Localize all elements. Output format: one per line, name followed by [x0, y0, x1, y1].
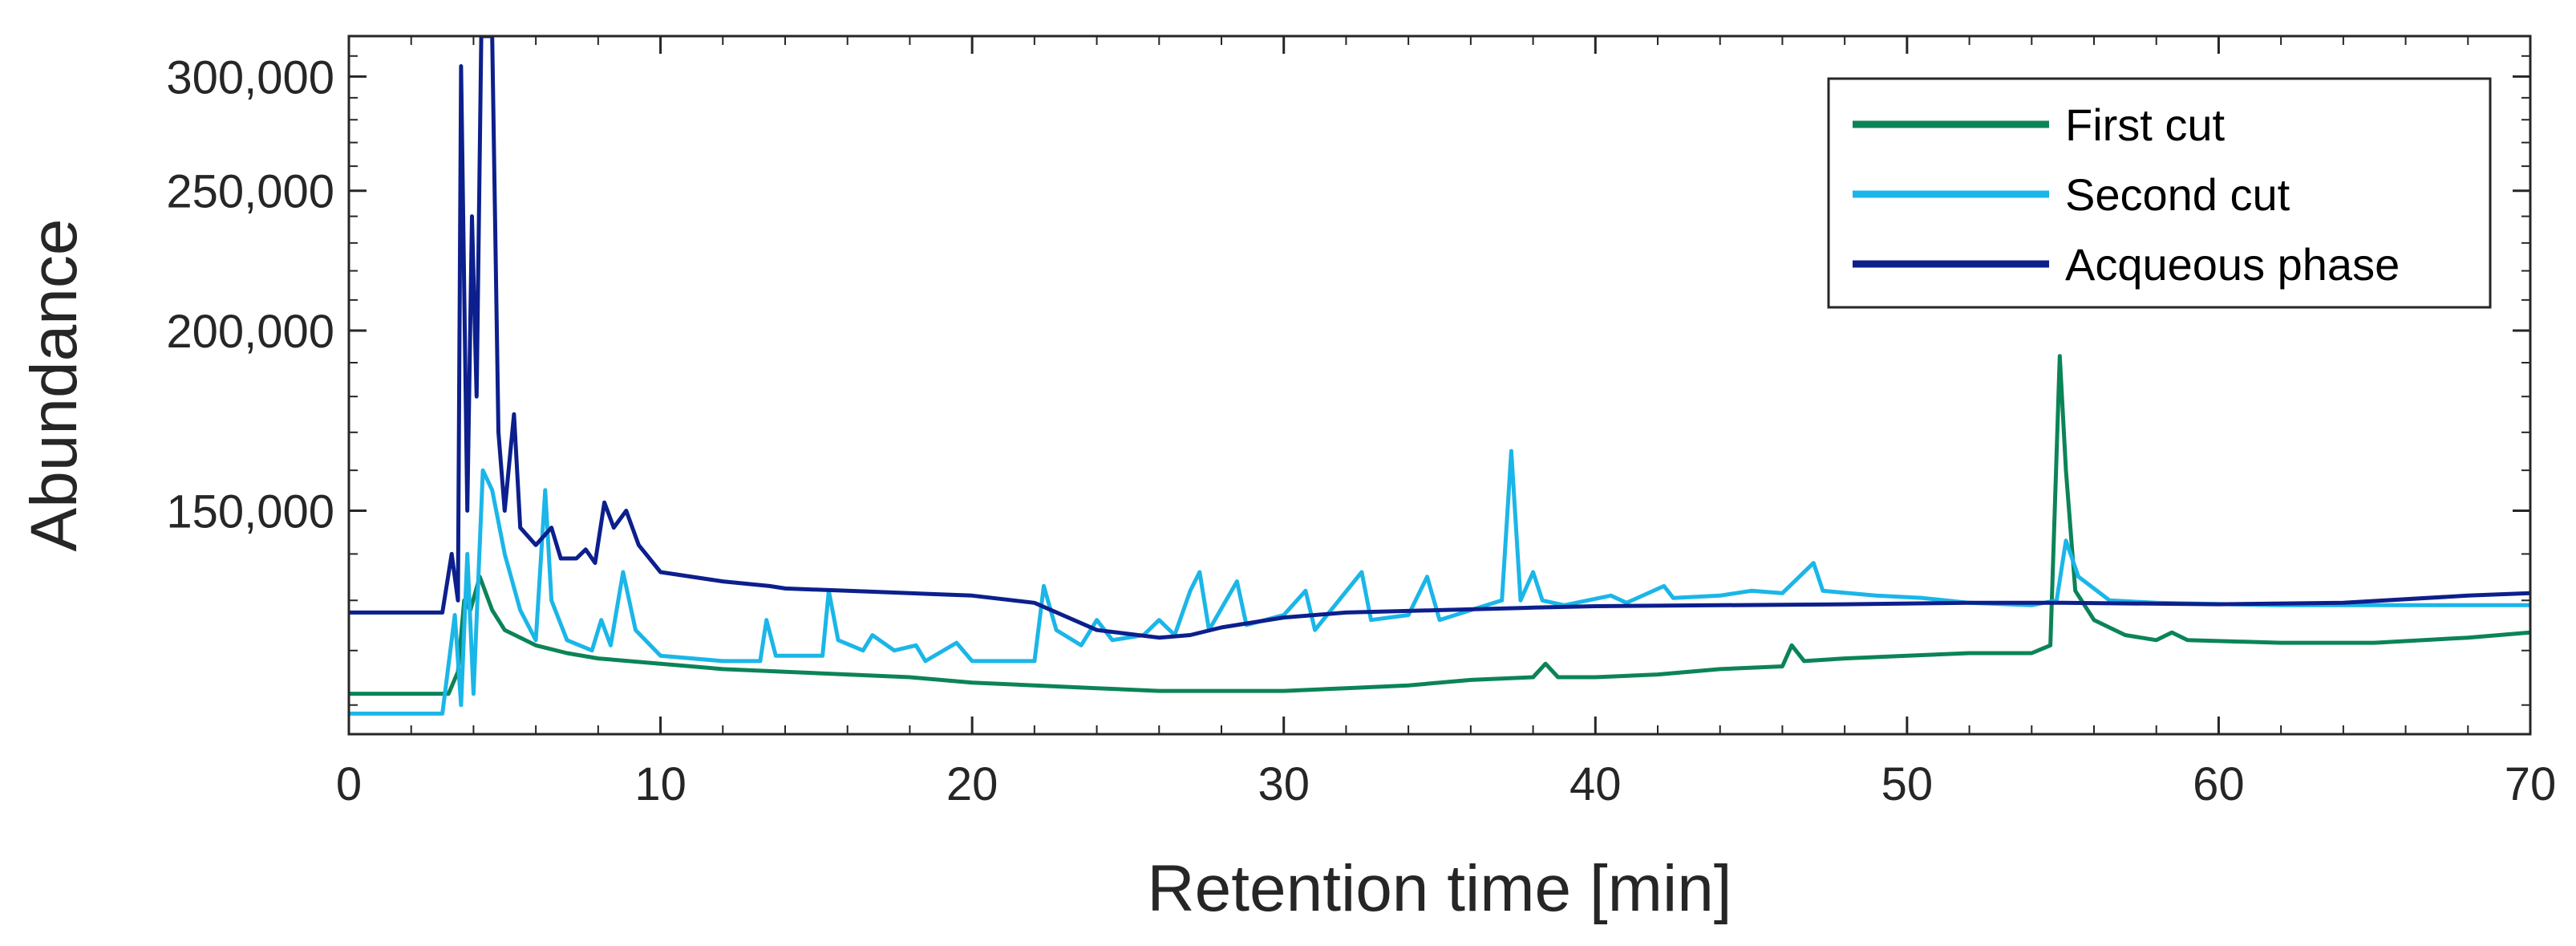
series-line-1 [349, 354, 2530, 696]
x-tick-label: 40 [1569, 758, 1622, 810]
series-line-3 [349, 36, 2530, 640]
axis-ticks [347, 35, 2532, 734]
plot-frame [347, 35, 2532, 736]
plot-series-group [349, 36, 2530, 716]
x-tick-label: 70 [2505, 758, 2557, 810]
legend-label: Acqueous phase [2065, 239, 2400, 290]
x-tick-label: 60 [2193, 758, 2245, 810]
tick-labels: 0 10 20 30 40 50 60 70 150,000 200,000 250,000 300,… [166, 51, 2556, 810]
y-tick-label: 250,000 [166, 166, 334, 218]
x-tick-label: 20 [946, 758, 998, 810]
legend-label: First cut [2065, 99, 2226, 150]
y-tick-label: 200,000 [166, 306, 334, 358]
legend-label: Second cut [2065, 169, 2290, 220]
x-tick-label: 50 [1881, 758, 1934, 810]
x-axis-title: Retention time [min] [1147, 852, 1732, 925]
x-tick-label: 0 [336, 758, 362, 810]
x-tick-label: 30 [1258, 758, 1310, 810]
y-tick-label: 300,000 [166, 51, 334, 104]
x-tick-label: 10 [634, 758, 687, 810]
series-line-2 [349, 449, 2530, 716]
y-tick-label: 150,000 [166, 486, 334, 538]
y-axis-title: Abundance [18, 219, 91, 552]
legend: First cut Second cut Acqueous phase [1827, 77, 2492, 309]
